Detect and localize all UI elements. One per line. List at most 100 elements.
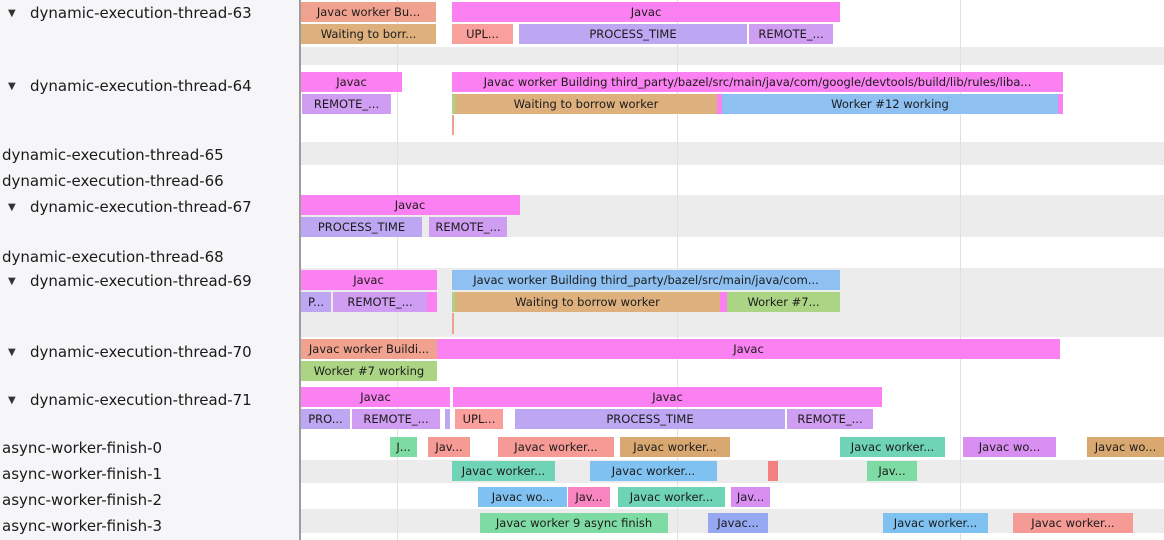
wait-start-tick [452, 313, 454, 334]
event-label: Waiting to borr... [320, 27, 417, 41]
thread-row-dynamic-execution-thread-67[interactable]: ▼ dynamic-execution-thread-67 [0, 196, 299, 218]
event-sliver[interactable] [427, 292, 437, 312]
thread-row-dynamic-execution-thread-64[interactable]: ▼ dynamic-execution-thread-64 [0, 75, 299, 97]
event-bar[interactable]: Javac [300, 195, 520, 215]
event-bar[interactable]: Waiting to borrow worker [455, 292, 720, 312]
event-bar[interactable]: Javac worker... [498, 437, 614, 457]
event-bar[interactable]: Javac worker... [1013, 513, 1133, 533]
event-sliver[interactable] [445, 409, 450, 429]
track-shaded-band [301, 47, 1164, 65]
event-bar[interactable]: Javac [452, 2, 840, 22]
thread-label: dynamic-execution-thread-63 [30, 4, 252, 22]
event-bar[interactable]: Javac wo... [963, 437, 1056, 457]
event-bar[interactable]: REMOTE_... [352, 409, 440, 429]
event-bar[interactable]: Jav... [428, 437, 470, 457]
event-bar[interactable]: Javac [453, 387, 882, 407]
collapse-triangle-icon[interactable]: ▼ [8, 7, 16, 19]
event-bar[interactable]: Javac [301, 387, 450, 407]
thread-row-dynamic-execution-thread-70[interactable]: ▼ dynamic-execution-thread-70 [0, 341, 299, 363]
event-sliver[interactable] [720, 292, 727, 312]
event-sliver[interactable] [452, 292, 455, 312]
event-label: Javac wo... [491, 490, 554, 504]
event-bar[interactable]: Waiting to borr... [301, 24, 436, 44]
event-bar[interactable]: Javac wo... [478, 487, 567, 507]
thread-label: dynamic-execution-thread-70 [30, 343, 252, 361]
event-label: Javac... [717, 516, 759, 530]
thread-row-async-worker-finish-0[interactable]: async-worker-finish-0 [0, 437, 301, 459]
event-bar[interactable]: Javac [437, 339, 1060, 359]
thread-row-dynamic-execution-thread-63[interactable]: ▼ dynamic-execution-thread-63 [0, 2, 299, 24]
thread-row-dynamic-execution-thread-71[interactable]: ▼ dynamic-execution-thread-71 [0, 389, 299, 411]
event-bar[interactable]: Javac worker... [590, 461, 717, 481]
event-bar[interactable]: Javac worker... [452, 461, 555, 481]
event-bar[interactable]: Javac worker... [620, 437, 730, 457]
event-bar[interactable]: Javac worker Bu... [301, 2, 436, 22]
event-bar[interactable]: REMOTE_... [302, 94, 391, 114]
track-shaded-band [301, 460, 1164, 483]
thread-row-dynamic-execution-thread-65[interactable]: dynamic-execution-thread-65 [0, 144, 301, 166]
event-bar[interactable]: REMOTE_... [333, 292, 427, 312]
event-bar[interactable]: Waiting to borrow worker [455, 94, 717, 114]
event-bar[interactable]: Jav... [568, 487, 610, 507]
event-bar[interactable]: PROCESS_TIME [301, 217, 422, 237]
event-bar[interactable]: Javac worker Building third_party/bazel/… [452, 270, 840, 290]
event-bar[interactable]: Javac worker... [883, 513, 988, 533]
event-bar[interactable]: REMOTE_... [429, 217, 507, 237]
event-bar[interactable]: Javac wo... [1087, 437, 1164, 457]
collapse-triangle-icon[interactable]: ▼ [8, 394, 16, 406]
event-bar[interactable]: Javac worker Buildi... [301, 339, 437, 359]
event-bar[interactable]: PRO... [301, 409, 350, 429]
collapse-triangle-icon[interactable]: ▼ [8, 275, 16, 287]
event-bar[interactable]: Worker #12 working [722, 94, 1058, 114]
thread-row-dynamic-execution-thread-66[interactable]: dynamic-execution-thread-66 [0, 170, 301, 192]
event-bar[interactable]: UPL... [452, 24, 513, 44]
event-bar[interactable]: UPL... [455, 409, 503, 429]
event-sliver[interactable] [717, 94, 722, 114]
event-bar[interactable]: Javac worker... [618, 487, 725, 507]
thread-row-async-worker-finish-1[interactable]: async-worker-finish-1 [0, 463, 301, 485]
thread-row-dynamic-execution-thread-68[interactable]: dynamic-execution-thread-68 [0, 246, 301, 268]
event-bar[interactable]: J... [390, 437, 417, 457]
event-label: Javac [360, 390, 391, 404]
event-label: REMOTE_... [363, 412, 429, 426]
event-label: Jav... [878, 464, 906, 478]
event-label: Javac worker... [629, 490, 714, 504]
thread-label: async-worker-finish-0 [2, 439, 163, 457]
thread-label: dynamic-execution-thread-71 [30, 391, 252, 409]
thread-row-async-worker-finish-3[interactable]: async-worker-finish-3 [0, 515, 301, 537]
event-bar[interactable]: Javac... [708, 513, 768, 533]
collapse-triangle-icon[interactable]: ▼ [8, 80, 16, 92]
event-bar[interactable]: PROCESS_TIME [515, 409, 785, 429]
event-bar[interactable]: Javac worker 9 async finish [480, 513, 668, 533]
time-gridline [960, 0, 961, 540]
event-bar[interactable]: Jav... [731, 487, 770, 507]
thread-row-dynamic-execution-thread-69[interactable]: ▼ dynamic-execution-thread-69 [0, 270, 299, 292]
event-sliver[interactable] [768, 461, 778, 481]
thread-label: dynamic-execution-thread-69 [30, 272, 252, 290]
event-label: Javac [353, 273, 384, 287]
event-bar[interactable]: Javac worker Building third_party/bazel/… [452, 72, 1063, 92]
event-bar[interactable]: REMOTE_... [787, 409, 873, 429]
collapse-triangle-icon[interactable]: ▼ [8, 201, 16, 213]
event-bar[interactable]: Worker #7... [727, 292, 840, 312]
event-bar[interactable]: REMOTE_... [749, 24, 833, 44]
event-sliver[interactable] [452, 94, 455, 114]
event-bar[interactable]: Worker #7 working [301, 361, 437, 381]
event-label: Javac wo... [1094, 440, 1157, 454]
event-sliver[interactable] [1058, 94, 1063, 114]
thread-row-async-worker-finish-2[interactable]: async-worker-finish-2 [0, 489, 301, 511]
event-label: Javac [336, 75, 367, 89]
event-bar[interactable]: Javac [301, 72, 402, 92]
event-label: Javac worker... [514, 440, 598, 454]
event-bar[interactable]: Javac worker... [840, 437, 945, 457]
event-label: REMOTE_... [758, 27, 824, 41]
thread-list-sidebar: ▼ dynamic-execution-thread-63 ▼ dynamic-exe… [0, 0, 301, 540]
collapse-triangle-icon[interactable]: ▼ [8, 346, 16, 358]
event-label: REMOTE_... [313, 97, 380, 111]
event-bar[interactable]: P... [301, 292, 331, 312]
event-bar[interactable]: Javac [300, 270, 437, 290]
event-label: PRO... [308, 412, 343, 426]
event-bar[interactable]: Jav... [867, 461, 917, 481]
event-bar[interactable]: PROCESS_TIME [519, 24, 747, 44]
